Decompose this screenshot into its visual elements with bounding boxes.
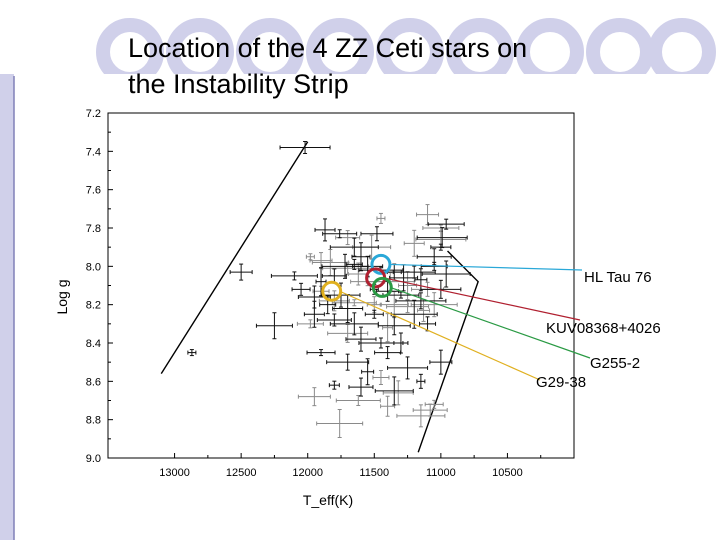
data-point xyxy=(291,282,311,296)
data-points xyxy=(187,141,471,438)
data-point xyxy=(419,316,437,332)
red-edge-line xyxy=(417,250,479,453)
data-point-gray xyxy=(416,204,440,226)
slide-title-line2: the Instability Strip xyxy=(128,69,349,99)
data-point xyxy=(322,229,358,239)
star-label: KUV08368+4026 xyxy=(546,320,661,337)
data-point xyxy=(361,358,375,386)
data-point-gray xyxy=(410,292,458,318)
data-point xyxy=(297,285,331,309)
data-point xyxy=(430,243,452,251)
data-point xyxy=(414,268,428,292)
data-point xyxy=(279,141,331,154)
leader-line xyxy=(388,263,583,271)
y-tick-label: 8.0 xyxy=(86,261,101,273)
slide-title-line1: Location of the 4 ZZ Ceti stars on xyxy=(128,33,528,63)
data-point-gray xyxy=(296,319,324,329)
x-tick-label: 12000 xyxy=(292,467,323,479)
y-tick-label: 7.6 xyxy=(86,185,101,197)
data-point xyxy=(360,226,394,242)
plot-area: 7.2 7.4 7.6 7.8 8.0 8.2 8.4 8.6 8.8 9.0 13000 12500… xyxy=(54,108,661,508)
axis-ticks: 7.2 7.4 7.6 7.8 8.0 8.2 8.4 8.6 8.8 9.0 13000 12500… xyxy=(86,108,542,479)
data-point xyxy=(315,267,327,297)
y-tick-label: 7.8 xyxy=(86,223,101,235)
data-point xyxy=(420,279,462,299)
y-tick-label: 9.0 xyxy=(86,453,101,465)
data-point xyxy=(374,346,402,360)
data-point xyxy=(255,312,293,340)
data-point xyxy=(345,326,377,352)
strip-boundaries xyxy=(160,141,479,453)
zz-ceti-circle xyxy=(371,276,393,298)
data-point-gray xyxy=(316,409,364,438)
star-label: G255-2 xyxy=(590,355,640,372)
data-point-gray xyxy=(297,387,331,407)
data-point xyxy=(229,263,253,281)
data-point xyxy=(321,268,347,284)
star-label: G29-38 xyxy=(536,374,586,391)
data-point xyxy=(429,349,453,375)
data-point xyxy=(395,292,447,310)
zz-ceti-circle xyxy=(321,280,343,302)
leader-line xyxy=(390,286,591,359)
data-point xyxy=(374,376,414,406)
data-point xyxy=(314,218,336,242)
data-point-gray xyxy=(335,395,381,406)
blue-edge-line xyxy=(160,141,309,375)
slide-title: Location of the 4 ZZ Ceti stars on the I… xyxy=(128,30,527,102)
zz-ceti-circle xyxy=(370,253,392,275)
x-tick-label: 13000 xyxy=(159,467,190,479)
data-point xyxy=(421,260,471,288)
x-tick-label: 12500 xyxy=(226,467,257,479)
data-point xyxy=(329,237,379,257)
data-point xyxy=(270,271,318,281)
data-point xyxy=(393,332,409,354)
data-point-gray xyxy=(372,370,390,385)
data-point xyxy=(345,258,363,270)
data-point-gray xyxy=(417,298,431,322)
data-point xyxy=(306,349,336,357)
y-tick-label: 8.6 xyxy=(86,376,101,388)
data-point-gray xyxy=(424,399,444,409)
data-point xyxy=(416,373,426,389)
x-tick-label: 11000 xyxy=(426,467,456,479)
data-point xyxy=(187,349,197,357)
data-point-gray xyxy=(396,404,446,428)
x-axis-title: T_eff(K) xyxy=(303,492,353,508)
data-point xyxy=(377,316,411,336)
data-point xyxy=(332,294,364,323)
left-stripe xyxy=(0,74,14,540)
y-tick-label: 8.4 xyxy=(86,338,101,350)
x-tick-label: 11500 xyxy=(359,467,389,479)
data-point-gray xyxy=(376,212,386,224)
leader-line xyxy=(339,290,541,381)
leader-line xyxy=(383,277,581,321)
y-tick-label: 7.2 xyxy=(86,108,101,120)
data-point-gray xyxy=(380,395,396,417)
data-point xyxy=(348,377,374,397)
data-point xyxy=(328,380,340,390)
y-tick-label: 8.2 xyxy=(86,300,101,312)
data-point-gray xyxy=(403,229,425,257)
y-tick-label: 7.4 xyxy=(86,146,101,158)
data-point xyxy=(326,353,370,371)
slide-band xyxy=(14,74,720,540)
y-tick-label: 8.8 xyxy=(86,415,101,427)
data-point xyxy=(364,309,384,319)
data-point xyxy=(427,218,465,230)
y-axis-title: Log g xyxy=(54,279,70,314)
data-point xyxy=(416,248,452,266)
star-label: HL Tau 76 xyxy=(584,269,652,286)
data-point xyxy=(387,356,429,380)
x-tick-label: 10500 xyxy=(492,467,523,479)
